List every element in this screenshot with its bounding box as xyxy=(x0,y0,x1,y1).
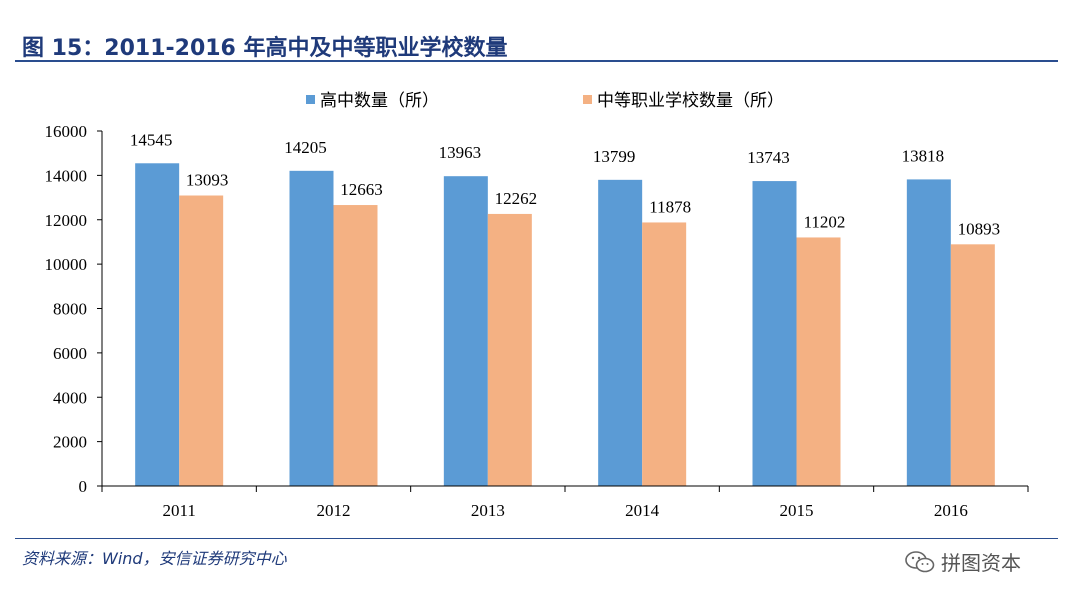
data-label: 13743 xyxy=(747,148,790,167)
x-tick-label: 2015 xyxy=(780,501,814,520)
x-axis: 2011 2012 2013 2014 2015 2016 xyxy=(101,485,1029,520)
y-tick-label: 0 xyxy=(79,477,88,496)
legend-swatch xyxy=(583,95,592,104)
y-tick-label: 10000 xyxy=(45,255,88,274)
data-label: 13818 xyxy=(902,146,945,165)
bars xyxy=(135,163,995,487)
data-label: 11878 xyxy=(649,197,691,216)
bar-vocational-2012 xyxy=(333,205,378,487)
legend-label: 高中数量（所） xyxy=(320,91,439,111)
y-tick-label: 2000 xyxy=(53,433,87,452)
y-tick-label: 4000 xyxy=(53,388,87,407)
data-labels: 14545 13093 14205 12663 13963 12262 13799 11878… xyxy=(130,130,1000,238)
bar-vocational-2011 xyxy=(179,195,224,486)
figure-title: 图 15：2011-2016 年高中及中等职业学校数量 xyxy=(22,36,508,61)
bar-vocational-2014 xyxy=(642,222,687,486)
watermark: 拼图资本 xyxy=(905,547,1021,576)
x-tick-label: 2012 xyxy=(317,501,351,520)
y-tick-label: 8000 xyxy=(53,300,87,319)
bar-vocational-2015 xyxy=(796,237,841,486)
bar-high-school-2016 xyxy=(906,179,951,486)
data-label: 11202 xyxy=(804,212,846,231)
legend-swatch xyxy=(306,95,315,104)
source-note: 资料来源：Wind，安信证券研究中心 xyxy=(22,549,287,568)
y-tick-label: 6000 xyxy=(53,344,87,363)
data-label: 12262 xyxy=(495,189,538,208)
x-tick-label: 2016 xyxy=(934,501,968,520)
bar-high-school-2012 xyxy=(289,170,334,486)
bar-high-school-2013 xyxy=(443,176,488,487)
data-label: 14205 xyxy=(284,138,327,157)
data-label: 13093 xyxy=(186,170,229,189)
x-tick-label: 2011 xyxy=(162,501,195,520)
bar-vocational-2013 xyxy=(487,213,532,486)
wechat-icon xyxy=(905,550,935,572)
x-tick-label: 2014 xyxy=(625,501,660,520)
data-label: 14545 xyxy=(130,130,173,149)
bar-vocational-2016 xyxy=(950,244,995,486)
x-tick-label: 2013 xyxy=(471,501,505,520)
data-label: 10893 xyxy=(958,219,1001,238)
title-rule xyxy=(15,60,1058,62)
y-axis: 0 2000 4000 6000 8000 10000 12000 14000 16000 xyxy=(45,122,103,496)
source-rule xyxy=(15,538,1058,539)
bar-high-school-2015 xyxy=(752,181,797,486)
bar-high-school-2011 xyxy=(135,163,180,486)
data-label: 12663 xyxy=(340,180,383,199)
y-tick-label: 12000 xyxy=(45,211,88,230)
y-tick-label: 16000 xyxy=(45,122,88,141)
y-tick-label: 14000 xyxy=(45,166,88,185)
data-label: 13963 xyxy=(439,143,482,162)
data-label: 13799 xyxy=(593,147,636,166)
bar-high-school-2014 xyxy=(598,179,643,486)
watermark-text: 拼图资本 xyxy=(941,551,1021,575)
legend-label: 中等职业学校数量（所） xyxy=(597,91,784,111)
legend: 高中数量（所） 中等职业学校数量（所） xyxy=(306,91,784,111)
